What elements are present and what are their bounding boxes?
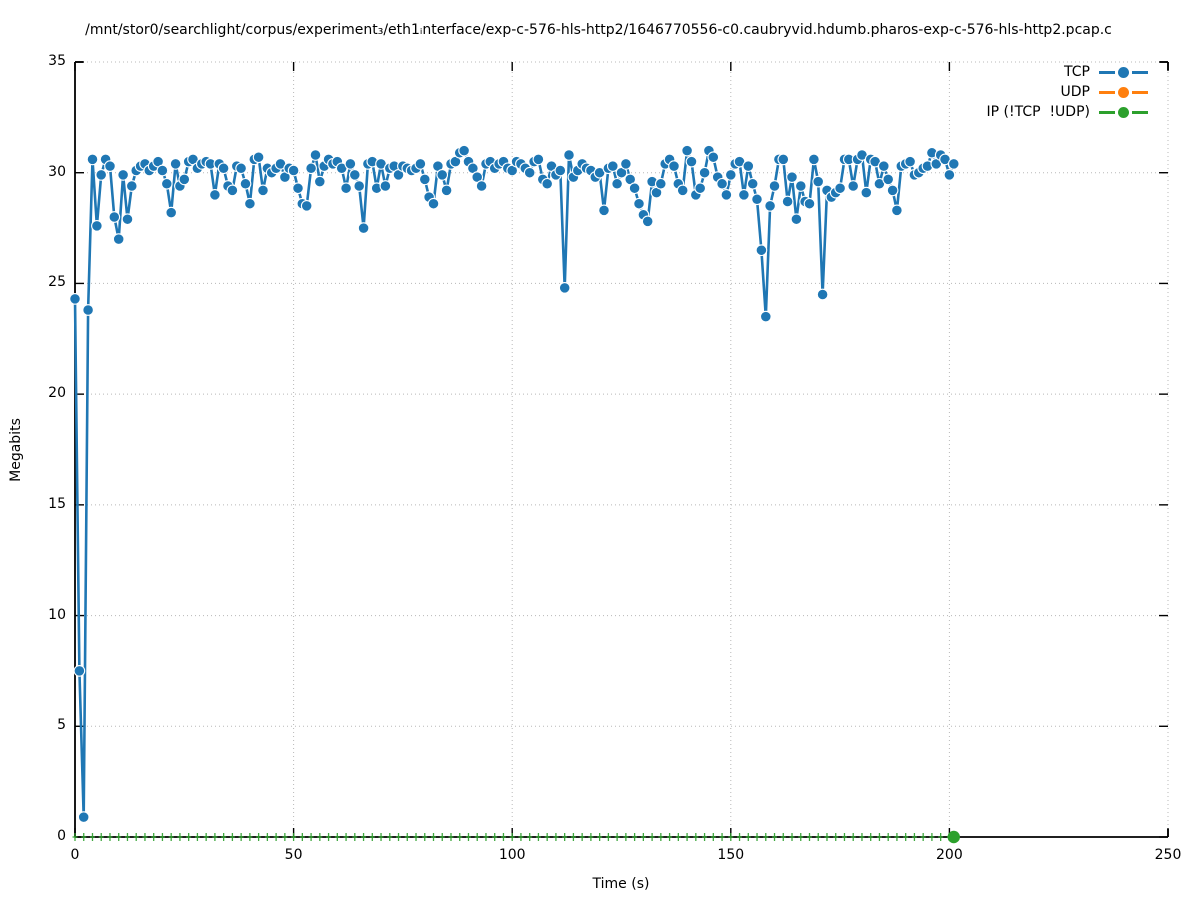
y-tick-label: 0 [57,828,66,844]
legend: TCP UDP IP (!TCP !UDP) [986,63,1148,121]
legend-marker-sample [1099,106,1148,118]
ip-series [72,830,960,844]
chart-title: /mnt/stor0/searchlight/corpus/experiment… [85,22,1112,38]
legend-marker-sample [1099,86,1148,98]
y-tick-label: 5 [57,717,66,734]
y-tick-label: 35 [48,53,66,69]
x-tick-label: 250 [1154,847,1182,863]
x-tick-label: 150 [717,847,745,863]
legend-label: TCP [1064,64,1090,80]
x-tick-label: 100 [498,847,526,863]
x-tick-label: 0 [70,847,80,863]
ip-endpoint-dot [947,830,960,844]
x-tick-label: 50 [284,847,303,863]
legend-marker-sample [1099,66,1148,78]
x-axis-title: Time (s) [592,876,650,892]
legend-item-tcp: TCP [1064,63,1148,81]
y-tick-label: 25 [48,274,66,291]
legend-label: IP (!TCP !UDP) [986,104,1091,120]
y-tick-label: 15 [48,495,66,512]
y-tick-label: 30 [48,163,66,180]
legend-item-udp: UDP [1061,83,1148,101]
legend-item-ip: IP (!TCP !UDP) [986,103,1148,121]
y-tick-label: 10 [48,606,66,623]
tcp-series [69,144,960,823]
x-tick-label: 200 [936,847,963,863]
y-tick-label: 20 [48,385,66,402]
legend-label: UDP [1060,84,1090,100]
